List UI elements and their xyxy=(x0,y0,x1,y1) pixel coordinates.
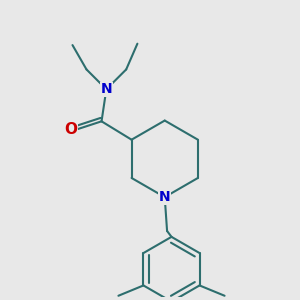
Text: N: N xyxy=(100,82,112,96)
Text: O: O xyxy=(64,122,77,137)
Text: N: N xyxy=(159,190,170,204)
